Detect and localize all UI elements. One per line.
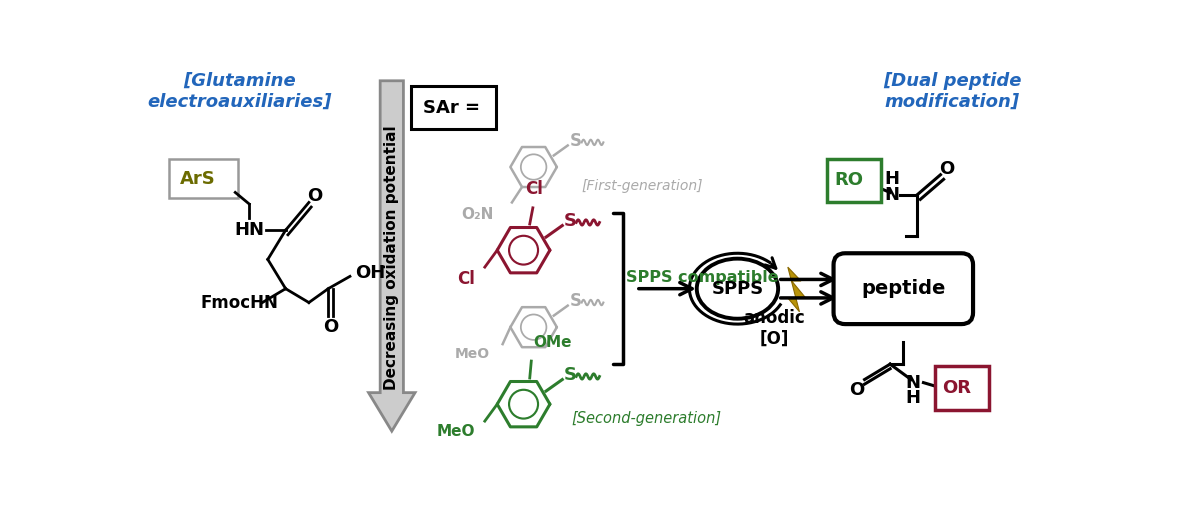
FancyBboxPatch shape [827, 159, 881, 202]
FancyBboxPatch shape [935, 367, 989, 410]
FancyBboxPatch shape [412, 86, 497, 129]
Text: RO: RO [834, 171, 863, 189]
Text: [Glutamine
electroauxiliaries]: [Glutamine electroauxiliaries] [146, 71, 331, 110]
Text: O₂N: O₂N [461, 207, 493, 222]
Text: MeO: MeO [437, 423, 475, 438]
Text: OH: OH [355, 264, 385, 282]
Text: HN: HN [234, 221, 264, 239]
Text: O: O [850, 381, 864, 400]
Text: Decreasing oxidation potential: Decreasing oxidation potential [384, 126, 400, 390]
Text: OMe: OMe [533, 335, 571, 350]
Text: S: S [564, 212, 577, 230]
Text: SAr =: SAr = [422, 99, 480, 117]
Text: Cl: Cl [526, 180, 544, 198]
Text: peptide: peptide [862, 279, 946, 298]
Text: S: S [569, 132, 581, 150]
Text: [Dual peptide
modification]: [Dual peptide modification] [883, 71, 1021, 110]
FancyArrow shape [368, 81, 415, 431]
Text: S: S [564, 366, 577, 384]
FancyBboxPatch shape [168, 159, 239, 198]
Text: SPPS: SPPS [712, 280, 763, 298]
Text: OR: OR [942, 379, 971, 397]
Text: [First-generation]: [First-generation] [582, 179, 703, 193]
Text: Cl: Cl [457, 270, 475, 288]
Text: [Second-generation]: [Second-generation] [571, 411, 721, 426]
Text: anodic
[O]: anodic [O] [743, 309, 805, 348]
Text: O: O [940, 160, 954, 178]
Text: SPPS compatible: SPPS compatible [626, 270, 779, 285]
Text: N: N [884, 186, 899, 204]
Text: MeO: MeO [455, 347, 491, 361]
Text: S: S [569, 292, 581, 310]
Polygon shape [788, 267, 805, 312]
Text: O: O [307, 187, 322, 205]
Text: FmocHN: FmocHN [200, 294, 278, 312]
FancyBboxPatch shape [834, 253, 973, 324]
Text: H: H [884, 170, 899, 188]
Text: H: H [905, 389, 920, 407]
Text: N: N [905, 373, 920, 392]
Text: ArS: ArS [180, 170, 215, 188]
Text: O: O [323, 318, 338, 336]
